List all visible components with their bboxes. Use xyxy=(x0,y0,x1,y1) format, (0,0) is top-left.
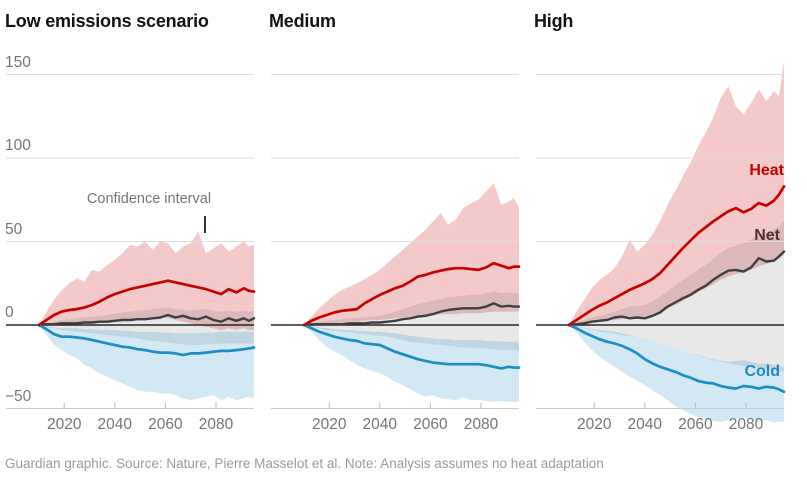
x-axis-tick-label: 2020 xyxy=(312,416,347,433)
cold-line xyxy=(567,323,786,394)
ci-band-heat xyxy=(568,61,784,325)
x-axis-tick-label: 2080 xyxy=(199,416,234,433)
series-label-cold: Cold xyxy=(744,363,780,380)
ci-band-heat xyxy=(303,183,519,325)
source-caption: Guardian graphic. Source: Nature, Pierre… xyxy=(5,456,604,471)
x-axis-tick-label: 2040 xyxy=(98,416,133,433)
annotation-pointer-line xyxy=(204,216,206,233)
chart-panel-medium: 2020 2040 2060 2080 xyxy=(271,74,521,433)
series-label-net: Net xyxy=(754,227,780,244)
y-axis-tick-label: −50 xyxy=(5,387,32,405)
ci-band-net xyxy=(568,221,784,372)
panel-title-low-emissions: Low emissions scenario xyxy=(5,11,209,31)
x-axis-tick-label: 2020 xyxy=(577,416,612,433)
chart-panel-low: 2020 2040 2060 2080 xyxy=(6,74,256,433)
net-line xyxy=(302,302,521,327)
ci-band-net xyxy=(303,291,519,351)
ci-band-cold xyxy=(303,325,519,402)
panel-title-medium: Medium xyxy=(269,11,336,31)
cold-line xyxy=(37,323,256,357)
x-axis-tick-label: 2060 xyxy=(148,416,183,433)
chart-panel-high: 2020 2040 2060 2080 xyxy=(536,61,786,433)
x-axis-tick-label: 2040 xyxy=(363,416,398,433)
ci-band-net xyxy=(38,307,255,345)
ci-band-cold xyxy=(568,325,784,423)
heat-line xyxy=(567,185,786,327)
x-axis-tick-label: 2060 xyxy=(678,416,713,433)
x-axis-tick-label: 2060 xyxy=(413,416,448,433)
y-axis-tick-label: 100 xyxy=(5,137,31,154)
confidence-interval-annotation: Confidence interval xyxy=(86,191,212,207)
y-axis-tick-label: 150 xyxy=(5,53,31,71)
x-axis-tick-label: 2020 xyxy=(47,416,82,433)
y-axis-tick-label: 0 xyxy=(5,304,14,321)
x-axis-tick-label: 2080 xyxy=(729,416,764,433)
cold-line xyxy=(302,323,521,370)
x-axis-tick-label: 2040 xyxy=(628,416,663,433)
heat-line xyxy=(302,261,521,327)
ci-band-cold xyxy=(38,325,255,401)
net-line xyxy=(37,313,256,327)
panel-title-high: High xyxy=(534,11,574,31)
net-line xyxy=(567,250,786,327)
series-label-heat: Heat xyxy=(749,162,784,179)
heat-line xyxy=(37,279,256,327)
y-axis-tick-label: 50 xyxy=(5,220,23,238)
x-axis-tick-label: 2080 xyxy=(464,416,499,433)
